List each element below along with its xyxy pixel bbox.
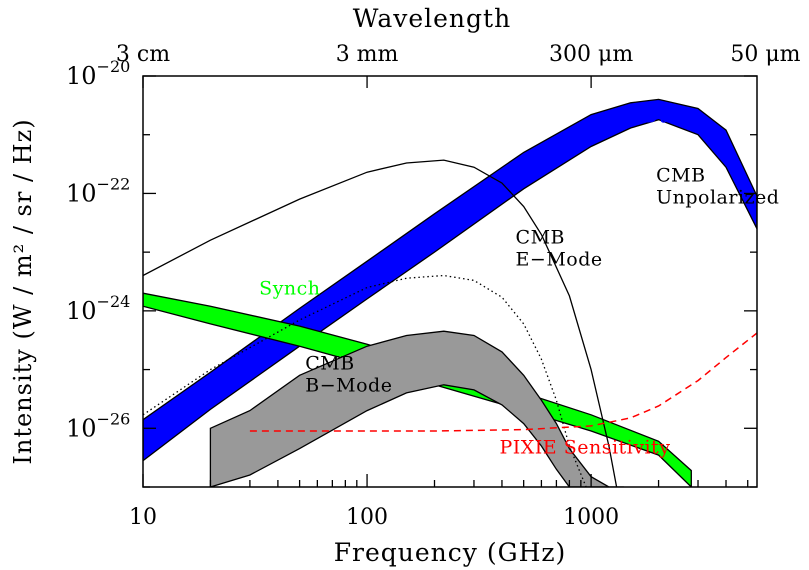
- x-tick-label: 1000: [563, 505, 619, 530]
- annotation-pixie-sensitivity: PIXIE Sensitivity: [499, 437, 670, 459]
- plot-frame: [142, 75, 758, 488]
- y-tick-label: 10−22: [66, 174, 130, 207]
- y-axis-title: Intensity (W / m² / sr / Hz): [9, 118, 37, 464]
- annotation-line: PIXIE Sensitivity: [499, 437, 670, 459]
- annotation-cmb-e-mode: CMB E−Mode: [516, 227, 603, 271]
- annotation-line: CMB: [656, 164, 705, 186]
- y-tick-label-base: 10: [66, 62, 97, 90]
- annotation-cmb-unpolarized: CMB Unpolarized: [656, 164, 779, 208]
- pixie-sensitivity-line: [249, 332, 757, 432]
- y-tick-label-base: 10: [66, 179, 97, 207]
- y-tick-label-base: 10: [66, 297, 97, 325]
- annotation-line: E−Mode: [516, 249, 603, 271]
- y-tick-label: 10−26: [66, 409, 130, 442]
- top-tick-label: 50 μm: [730, 42, 800, 67]
- annotation-dust: Dust: [643, 106, 690, 128]
- cmb-unpolarized-line: [143, 159, 618, 487]
- cmb-b-mode-band: [209, 330, 624, 487]
- annotation-line: Unpolarized: [656, 186, 779, 208]
- y-tick-label-exp: −20: [97, 57, 131, 76]
- synch-band: [143, 292, 692, 487]
- x-tick-label: 10: [129, 505, 157, 530]
- annotation-line: Synch: [259, 277, 320, 299]
- y-tick-label: 10−20: [66, 57, 130, 90]
- axis-ticks: [142, 75, 757, 488]
- y-tick-label: 10−24: [66, 292, 130, 325]
- annotation-line: CMB: [305, 353, 354, 375]
- top-tick-label: 3 cm: [116, 42, 170, 67]
- annotation-cmb-b-mode: CMB B−Mode: [305, 353, 392, 397]
- annotation-line: Dust: [643, 106, 690, 128]
- annotation-synch: Synch: [259, 277, 320, 299]
- dust-band: [143, 98, 757, 462]
- annotation-line: CMB: [516, 227, 565, 249]
- y-tick-label-exp: −24: [97, 292, 131, 311]
- top-axis-title: Wavelength: [353, 4, 511, 33]
- y-tick-label-exp: −22: [97, 174, 131, 193]
- y-tick-label-exp: −26: [97, 409, 131, 428]
- plot-area: [143, 98, 757, 487]
- y-tick-label-base: 10: [66, 414, 97, 442]
- annotation-line: B−Mode: [305, 375, 392, 397]
- top-tick-label: 300 μm: [549, 42, 633, 67]
- top-tick-label: 3 mm: [336, 42, 399, 67]
- x-tick-label: 100: [346, 505, 388, 530]
- x-axis-title: Frequency (GHz): [334, 538, 567, 567]
